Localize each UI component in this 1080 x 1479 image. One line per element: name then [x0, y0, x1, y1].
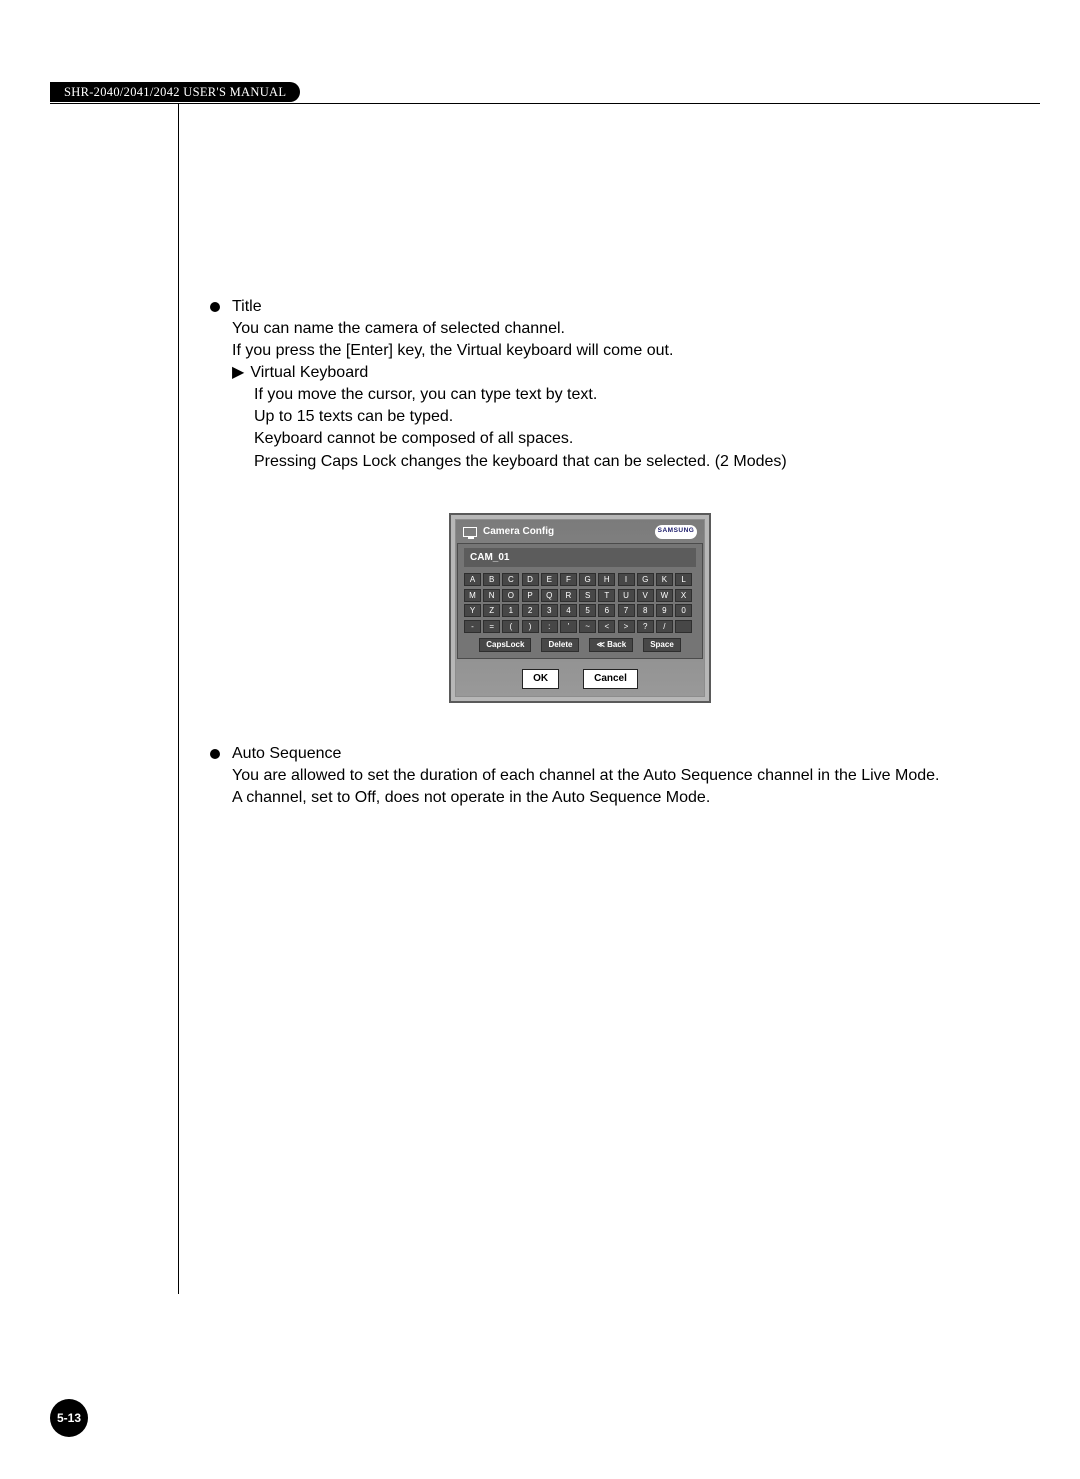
vk-line1: If you move the cursor, you can type tex…: [254, 384, 950, 406]
vk-key[interactable]: D: [522, 573, 539, 586]
cancel-button[interactable]: Cancel: [583, 669, 638, 689]
vk-key[interactable]: W: [656, 589, 673, 602]
vk-key[interactable]: Z: [483, 604, 500, 617]
triangle-right-icon: ▶: [232, 362, 244, 384]
heading-title: Title: [232, 296, 950, 318]
vk-key[interactable]: 5: [579, 604, 596, 617]
vk-key[interactable]: (: [502, 620, 519, 633]
page-number-badge: 5-13: [50, 1399, 88, 1437]
vk-key[interactable]: H: [598, 573, 615, 586]
vk-key[interactable]: Q: [541, 589, 558, 602]
vk-key[interactable]: B: [483, 573, 500, 586]
auto-line1: You are allowed to set the duration of e…: [232, 765, 950, 787]
vk-text-field[interactable]: CAM_01: [464, 548, 696, 568]
vk-key[interactable]: [675, 620, 692, 633]
vk-key[interactable]: V: [637, 589, 654, 602]
vk-key[interactable]: 2: [522, 604, 539, 617]
vk-key[interactable]: =: [483, 620, 500, 633]
vk-key[interactable]: 7: [618, 604, 635, 617]
bullet-dot-icon: [210, 302, 220, 312]
vertical-separator: [178, 104, 179, 1294]
vk-key[interactable]: E: [541, 573, 558, 586]
samsung-logo: SAMSUNG: [655, 525, 697, 539]
vk-row: ABCDEFGHIGKL: [464, 573, 696, 586]
vk-inner-panel: CAM_01 ABCDEFGHIGKLMNOPQRSTUVWXYZ1234567…: [457, 543, 703, 659]
delete-key[interactable]: Delete: [541, 638, 579, 652]
vk-key[interactable]: F: [560, 573, 577, 586]
back-key[interactable]: ≪ Back: [589, 638, 633, 652]
manual-title: SHR-2040/2041/2042 USER'S MANUAL: [50, 82, 300, 102]
capslock-key[interactable]: CapsLock: [479, 638, 531, 652]
virtual-keyboard-window: Camera Config SAMSUNG CAM_01 ABCDEFGHIGK…: [449, 513, 711, 703]
ok-button[interactable]: OK: [522, 669, 559, 689]
vk-key[interactable]: ?: [637, 620, 654, 633]
vk-key[interactable]: 6: [598, 604, 615, 617]
vk-key[interactable]: K: [656, 573, 673, 586]
vk-window-title: Camera Config: [483, 525, 554, 539]
auto-line2: A channel, set to Off, does not operate …: [232, 787, 950, 809]
page-content: Title You can name the camera of selecte…: [210, 296, 950, 809]
heading-auto-sequence: Auto Sequence: [232, 743, 950, 765]
vk-key[interactable]: G: [637, 573, 654, 586]
vk-key[interactable]: 0: [675, 604, 692, 617]
bullet-title: Title You can name the camera of selecte…: [210, 296, 950, 473]
bullet-dot-icon: [210, 749, 220, 759]
vk-subheading: Virtual Keyboard: [250, 362, 368, 384]
vk-key[interactable]: 1: [502, 604, 519, 617]
title-line2: If you press the [Enter] key, the Virtua…: [232, 340, 950, 362]
vk-key[interactable]: M: [464, 589, 481, 602]
vk-key[interactable]: <: [598, 620, 615, 633]
vk-key[interactable]: 9: [656, 604, 673, 617]
vk-line4: Pressing Caps Lock changes the keyboard …: [254, 451, 950, 473]
title-line1: You can name the camera of selected chan…: [232, 318, 950, 340]
vk-key[interactable]: 4: [560, 604, 577, 617]
bullet-auto-sequence: Auto Sequence You are allowed to set the…: [210, 743, 950, 809]
vk-key[interactable]: P: [522, 589, 539, 602]
vk-key[interactable]: Y: [464, 604, 481, 617]
vk-key[interactable]: ~: [579, 620, 596, 633]
vk-key[interactable]: O: [502, 589, 519, 602]
vk-row: -=():'~<>?/: [464, 620, 696, 633]
vk-line3: Keyboard cannot be composed of all space…: [254, 428, 950, 450]
vk-key[interactable]: A: [464, 573, 481, 586]
vk-key[interactable]: :: [541, 620, 558, 633]
vk-key[interactable]: U: [618, 589, 635, 602]
vk-key-grid: ABCDEFGHIGKLMNOPQRSTUVWXYZ1234567890-=()…: [464, 573, 696, 633]
vk-row: YZ1234567890: [464, 604, 696, 617]
vk-key[interactable]: L: [675, 573, 692, 586]
vk-key[interactable]: S: [579, 589, 596, 602]
vk-key[interactable]: ': [560, 620, 577, 633]
vk-desc-block: If you move the cursor, you can type tex…: [232, 384, 950, 472]
vk-row: MNOPQRSTUVWX: [464, 589, 696, 602]
vk-key[interactable]: G: [579, 573, 596, 586]
vk-key[interactable]: I: [618, 573, 635, 586]
vk-key[interactable]: /: [656, 620, 673, 633]
vk-key[interactable]: 3: [541, 604, 558, 617]
vk-key[interactable]: >: [618, 620, 635, 633]
vk-line2: Up to 15 texts can be typed.: [254, 406, 950, 428]
space-key[interactable]: Space: [643, 638, 681, 652]
vk-subheading-row: ▶ Virtual Keyboard: [232, 362, 950, 384]
vk-key[interactable]: T: [598, 589, 615, 602]
vk-key[interactable]: ): [522, 620, 539, 633]
vk-key[interactable]: R: [560, 589, 577, 602]
monitor-icon: [463, 527, 477, 537]
vk-key[interactable]: N: [483, 589, 500, 602]
vk-key[interactable]: C: [502, 573, 519, 586]
vk-key[interactable]: -: [464, 620, 481, 633]
vk-key[interactable]: 8: [637, 604, 654, 617]
vk-key[interactable]: X: [675, 589, 692, 602]
